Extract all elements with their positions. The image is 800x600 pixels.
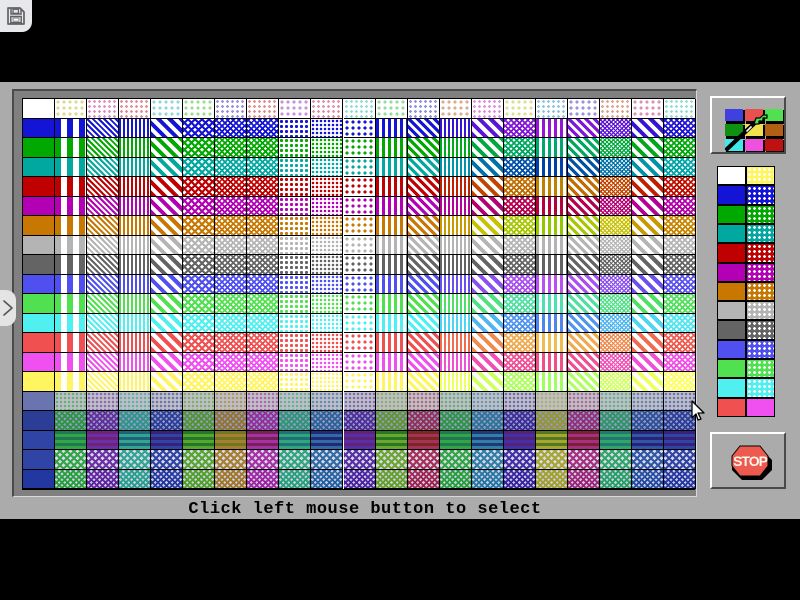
svg-text:STOP: STOP (733, 453, 768, 469)
